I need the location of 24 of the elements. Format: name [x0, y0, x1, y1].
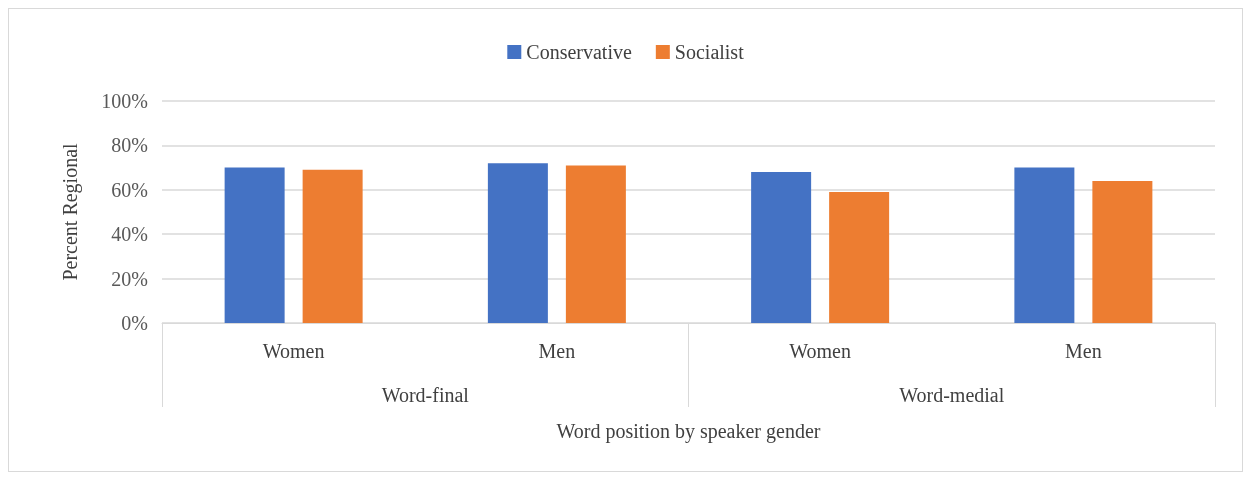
bar — [487, 163, 548, 323]
y-tick-label: 0% — [121, 312, 148, 334]
y-tick-label: 60% — [111, 178, 148, 201]
y-tick-label: 80% — [111, 134, 148, 157]
x-tick-label: Men — [1065, 340, 1102, 362]
legend-label: Socialist — [674, 41, 745, 63]
bar — [1014, 167, 1075, 323]
x-tick-label: Women — [262, 340, 325, 362]
bar — [751, 172, 812, 323]
bar — [1092, 180, 1153, 323]
x-tick-label: Men — [538, 340, 576, 362]
y-axis-title: Percent Regional — [59, 142, 82, 281]
y-tick-label: 40% — [111, 223, 148, 246]
text: Word-final — [381, 384, 470, 406]
bar — [565, 165, 626, 323]
x-axis-title: Word position by speaker gender — [556, 420, 821, 443]
y-tick-label: 100% — [101, 90, 148, 112]
bar — [302, 169, 363, 323]
legend-label: Conservative — [526, 41, 632, 63]
y-tick-label: 20% — [111, 267, 148, 290]
bar — [829, 192, 890, 323]
x-tick-label: Women — [789, 340, 851, 362]
text: Word-medial — [899, 384, 1005, 406]
bar — [224, 167, 285, 323]
